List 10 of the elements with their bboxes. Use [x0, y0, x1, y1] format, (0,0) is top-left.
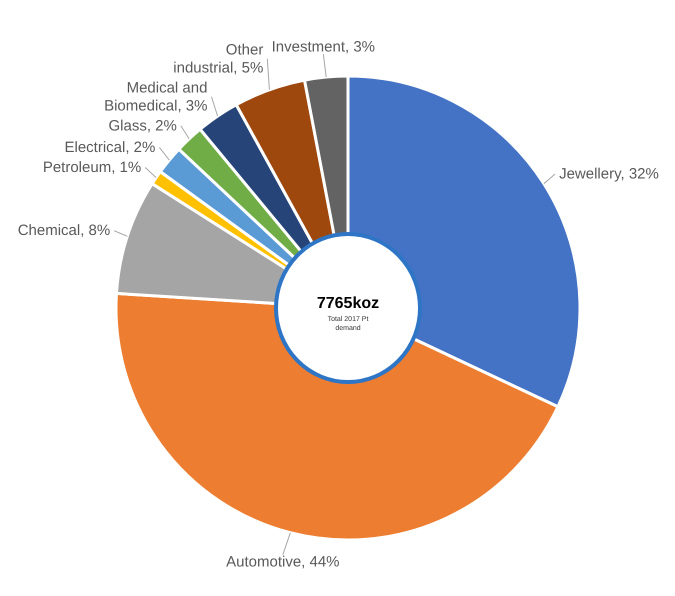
slice-label: Automotive, 44%	[226, 553, 340, 570]
slice-label: Glass, 2%	[108, 117, 177, 134]
slice-label: Medical and Biomedical, 3%	[104, 79, 208, 114]
slice-label: Other industrial, 5%	[173, 41, 264, 76]
slice-label: Jewellery, 32%	[559, 166, 659, 183]
slice-label: Electrical, 2%	[64, 138, 156, 156]
slice-label: Petroleum, 1%	[42, 158, 142, 176]
slice-label: Chemical, 8%	[18, 222, 110, 240]
slice-label: Investment, 3%	[272, 38, 376, 56]
text: 7765koz	[316, 295, 380, 312]
